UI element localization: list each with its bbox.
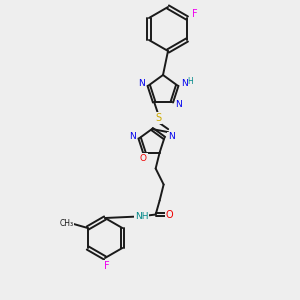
Text: H: H bbox=[188, 77, 193, 86]
Text: O: O bbox=[166, 209, 173, 220]
Text: CH₃: CH₃ bbox=[60, 220, 74, 229]
Text: O: O bbox=[140, 154, 147, 163]
Text: NH: NH bbox=[135, 212, 148, 221]
Text: F: F bbox=[192, 9, 198, 19]
Text: N: N bbox=[129, 133, 136, 142]
Text: N: N bbox=[168, 133, 175, 142]
Text: S: S bbox=[155, 113, 161, 123]
Text: N: N bbox=[176, 100, 182, 109]
Text: F: F bbox=[104, 261, 110, 271]
Text: N: N bbox=[181, 79, 188, 88]
Text: N: N bbox=[138, 79, 145, 88]
